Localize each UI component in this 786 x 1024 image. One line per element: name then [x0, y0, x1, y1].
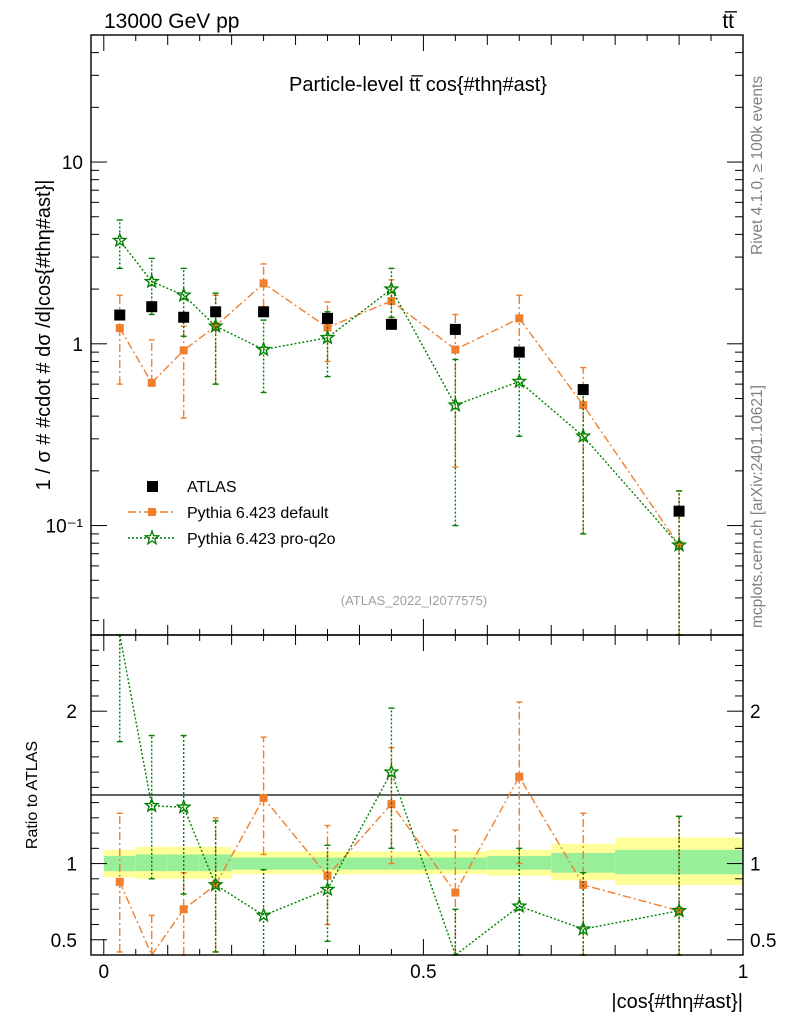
ratio-point-pythia-6-423-pro-q2o	[255, 906, 272, 923]
ratio-inner-band	[231, 857, 296, 870]
legend-label-atlas: ATLAS	[187, 479, 237, 496]
main-point-atlas	[577, 384, 589, 396]
ratio-point-pythia-6-423-pro-q2o	[575, 920, 592, 937]
ratio-y-axis-label: Ratio to ATLAS	[24, 741, 41, 849]
main-point-pythia-6-423-pro-q2o	[670, 536, 688, 553]
ratio-point-pythia-6-423-default	[579, 880, 588, 889]
ratio-y-tick-label-right: 1	[750, 855, 761, 876]
legend-marker-atlas	[147, 481, 158, 492]
main-point-atlas	[673, 505, 685, 517]
legend-entry-pythia-default: Pythia 6.423 default	[128, 505, 329, 522]
main-point-pythia-6-423-default	[451, 345, 460, 354]
main-point-atlas	[178, 311, 190, 323]
main-point-atlas	[385, 318, 397, 330]
legend-entry-pythia-pro-q2o: Pythia 6.423 pro-q2o	[128, 529, 336, 548]
ratio-point-pythia-6-423-default	[259, 794, 268, 803]
main-point-pythia-6-423-default	[515, 314, 524, 323]
legend-marker-pythia-pro-q2o	[143, 529, 161, 546]
main-point-pythia-6-423-default	[115, 324, 124, 333]
main-plot-panel: 10⁻¹ 1 10 Particle-level tt̅ cos{#thη#ast}…	[33, 34, 744, 636]
process-label: tt̅	[722, 10, 738, 33]
main-point-pythia-6-423-pro-q2o	[207, 317, 224, 334]
ratio-point-pythia-6-423-pro-q2o	[511, 897, 528, 914]
main-y-tick-label: 1	[72, 335, 83, 356]
analysis-tag: (ATLAS_2022_I2077575)	[341, 593, 487, 608]
main-y-tick-label: 10	[62, 153, 83, 174]
main-point-atlas	[210, 306, 222, 318]
ratio-point-pythia-6-423-default	[179, 905, 188, 914]
ratio-y-tick-label: 2	[66, 702, 77, 723]
ratio-y-tick-label-right: 0.5	[750, 931, 776, 952]
legend-label-pythia-pro-q2o: Pythia 6.423 pro-q2o	[187, 531, 336, 548]
ratio-y-tick-label: 0.5	[51, 931, 77, 952]
main-point-pythia-6-423-pro-q2o	[319, 329, 336, 345]
main-series-pythia-6-423-default	[115, 263, 684, 636]
main-point-atlas	[114, 309, 126, 321]
ratio-point-pythia-6-423-default	[451, 888, 460, 897]
main-point-pythia-6-423-pro-q2o	[175, 286, 192, 303]
ratio-point-pythia-6-423-pro-q2o	[383, 763, 400, 780]
main-point-pythia-6-423-pro-q2o	[511, 372, 528, 389]
ratio-y-tick-label-right: 2	[750, 702, 761, 723]
ratio-point-pythia-6-423-default	[115, 877, 124, 886]
main-point-pythia-6-423-default	[179, 346, 188, 355]
main-point-pythia-6-423-pro-q2o	[383, 280, 400, 297]
ratio-point-pythia-6-423-pro-q2o	[207, 876, 224, 892]
x-axis-label: |cos{#thη#ast}|	[611, 991, 743, 1013]
ratio-point-pythia-6-423-pro-q2o	[143, 797, 160, 813]
ratio-plot-panel: 0.5 0.51 12 20 0.5 1 Ratio to ATLAS |cos{#thη…	[24, 634, 776, 1013]
ratio-inner-band	[135, 854, 168, 872]
main-point-pythia-6-423-pro-q2o	[575, 427, 592, 444]
main-series-pythia-6-423-pro-q2o	[111, 219, 688, 636]
ratio-series-pythia-6-423-default	[115, 701, 684, 957]
x-tick-label: 0.5	[410, 962, 436, 983]
main-point-pythia-6-423-default	[259, 279, 268, 288]
x-tick-label: 1	[738, 962, 749, 983]
ratio-inner-band	[103, 855, 136, 872]
ratio-point-pythia-6-423-default	[515, 772, 524, 781]
ratio-point-pythia-6-423-pro-q2o	[671, 902, 688, 918]
main-point-pythia-6-423-pro-q2o	[447, 396, 464, 413]
main-point-atlas	[322, 312, 334, 324]
rivet-version-label: Rivet 4.1.0, ≥ 100k events	[749, 76, 766, 255]
main-line-pythia-6-423-pro-q2o	[119, 240, 680, 546]
main-point-pythia-6-423-default	[147, 378, 156, 387]
ratio-point-pythia-6-423-pro-q2o	[319, 880, 336, 897]
main-series-atlas	[114, 301, 685, 517]
legend-entry-atlas: ATLAS	[147, 479, 237, 496]
ratio-line-pythia-6-423-pro-q2o	[119, 634, 680, 957]
main-y-tick-label: 10⁻¹	[46, 517, 84, 538]
main-point-atlas	[146, 301, 158, 313]
ratio-point-pythia-6-423-pro-q2o	[175, 798, 192, 815]
main-point-pythia-6-423-pro-q2o	[255, 340, 272, 357]
main-point-pythia-6-423-pro-q2o	[111, 231, 128, 248]
x-tick-label: 0	[98, 962, 109, 983]
ratio-plot-frame	[90, 634, 744, 956]
energy-label: 13000 GeV pp	[104, 10, 239, 33]
legend: ATLAS Pythia 6.423 default Pythia 6.423 …	[128, 479, 336, 548]
ratio-inner-band	[167, 854, 200, 872]
ratio-y-tick-label: 1	[66, 855, 77, 876]
main-point-atlas	[513, 346, 525, 358]
legend-label-pythia-default: Pythia 6.423 default	[187, 505, 329, 522]
main-point-pythia-6-423-pro-q2o	[143, 273, 160, 289]
main-y-axis-label: 1 / σ # #cdot # dσ /d|cos{#thη#ast}|	[33, 180, 55, 491]
main-plot-title: Particle-level tt̅ cos{#thη#ast}	[289, 74, 547, 96]
source-label: mcplots.cern.ch [arXiv:2401.10621]	[749, 385, 766, 628]
main-point-atlas	[258, 306, 270, 318]
main-point-atlas	[449, 323, 461, 335]
legend-marker-pythia-default	[148, 508, 156, 516]
